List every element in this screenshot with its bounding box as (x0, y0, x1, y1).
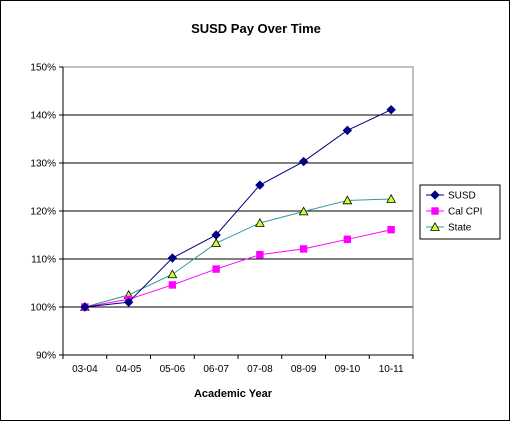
data-point-state (254, 217, 265, 227)
x-tick-label: 09-10 (335, 364, 361, 375)
data-point-susd (255, 180, 265, 190)
data-point-cal-cpi (256, 250, 264, 259)
legend: SUSD Cal CPI State (419, 184, 501, 240)
data-point-state (211, 238, 222, 247)
data-point-susd (298, 156, 309, 167)
legend-item-state: State (426, 221, 472, 234)
legend-label: Cal CPI (448, 207, 482, 218)
data-point-cal-cpi (343, 235, 352, 244)
x-tick-label: 08-09 (291, 364, 317, 375)
x-tick-label: 03-04 (72, 364, 98, 375)
legend-item-susd: SUSD (426, 190, 476, 202)
series-line-state (84, 198, 392, 308)
data-point-susd (211, 230, 221, 240)
y-tick-label: 110% (31, 255, 56, 266)
plot-area: 90% 100% 110% 120% 130% 140% 150% 03-04 04-05 05-… (30, 63, 414, 375)
data-point-state (167, 269, 178, 279)
y-tick-label: 90% (36, 351, 56, 362)
data-point-susd (80, 302, 90, 312)
y-tick-label: 130% (30, 159, 56, 170)
chart-title: SUSD Pay Over Time (191, 21, 321, 36)
data-point-cal-cpi (212, 265, 220, 273)
x-axis-label: Academic Year (194, 388, 273, 400)
series-line-cal-cpi (84, 229, 392, 308)
legend-marker (431, 207, 439, 215)
y-tick-label: 150% (30, 63, 56, 74)
data-point-susd (342, 125, 353, 136)
series-susd (80, 105, 396, 312)
data-point-susd (386, 105, 396, 115)
x-tick-label: 07-08 (247, 364, 273, 375)
legend-label: SUSD (448, 191, 476, 202)
data-point-susd (167, 253, 178, 263)
x-tick-label: 10-11 (379, 364, 404, 375)
data-point-susd (123, 297, 134, 307)
data-point-state (386, 193, 397, 203)
x-tick-label: 04-05 (116, 364, 142, 375)
y-tick-label: 120% (30, 207, 56, 218)
legend-item-cal-cpi: Cal CPI (426, 207, 482, 218)
series-line-susd (84, 109, 392, 308)
data-point-state (342, 195, 353, 205)
y-tick-label: 140% (30, 111, 56, 122)
data-point-cal-cpi (387, 226, 395, 234)
legend-marker (430, 221, 440, 231)
data-point-cal-cpi (168, 281, 177, 289)
data-point-cal-cpi (299, 245, 308, 253)
y-tick-label: 100% (30, 303, 56, 314)
legend-marker (430, 190, 440, 200)
x-tick-label: 06-07 (203, 364, 229, 375)
data-point-state (298, 206, 309, 216)
x-tick-label: 05-06 (160, 364, 186, 375)
legend-label: State (448, 223, 472, 234)
